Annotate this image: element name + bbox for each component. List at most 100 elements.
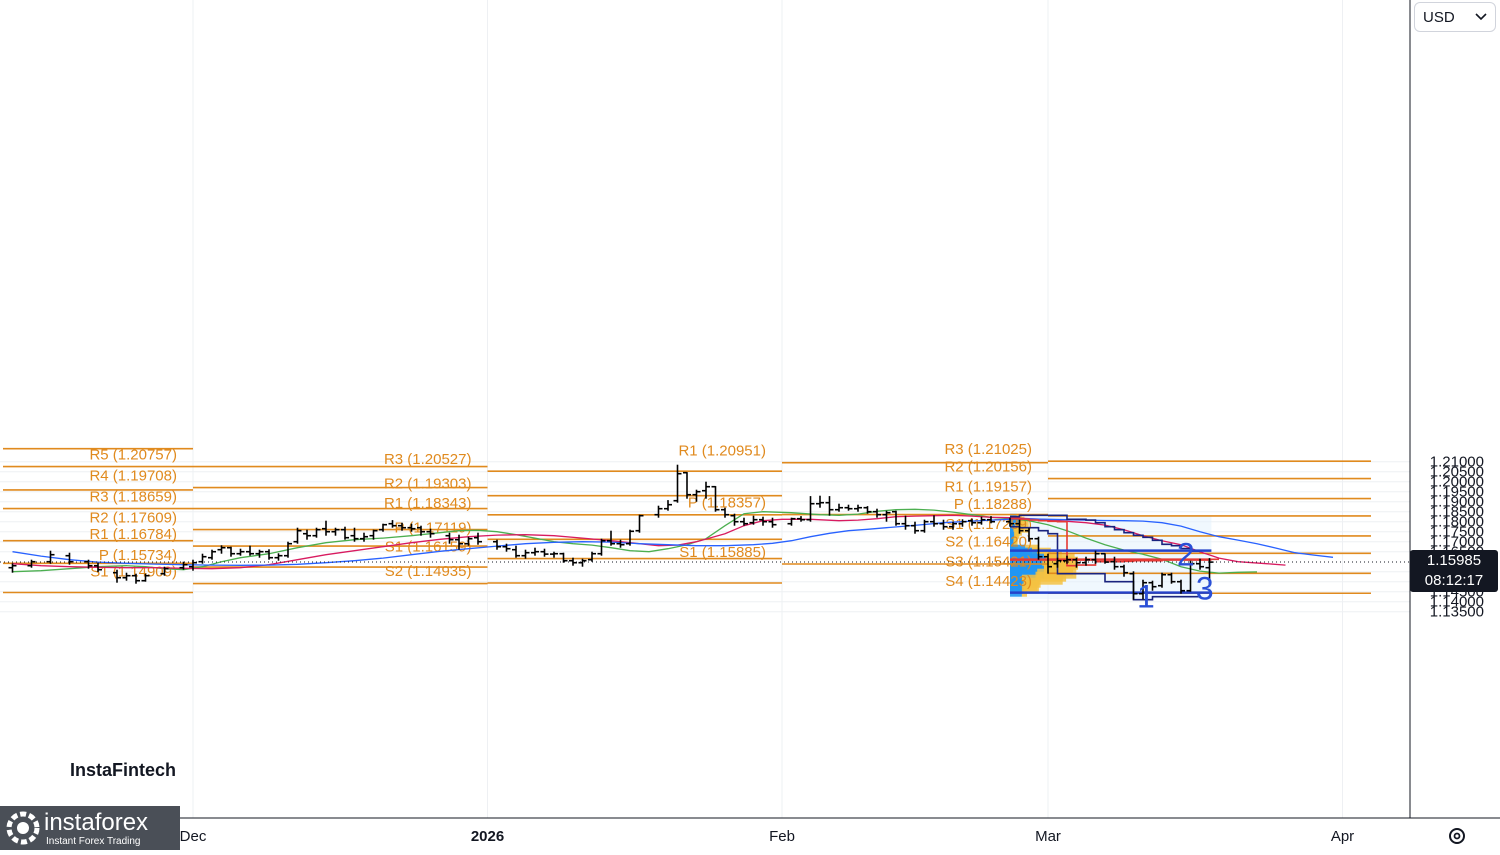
ohlc-bar — [1148, 580, 1157, 591]
price-tick-label: 1.21000 — [1430, 454, 1484, 471]
price-tick-label: 1.14000 — [1430, 594, 1484, 611]
pivot-level-label: R2 (1.20156) — [944, 459, 1032, 476]
ohlc-bar — [958, 519, 967, 527]
ohlc-bar — [284, 541, 292, 558]
ohlc-bar — [626, 529, 634, 546]
pivot-level-label: S4 (1.14423) — [945, 573, 1032, 590]
last-price-value: 1.15985 — [1426, 552, 1482, 569]
pivot-level-label: R5 (1.20757) — [89, 447, 177, 464]
pivot-level-label: R4 (1.19708) — [89, 468, 177, 485]
ohlc-bar — [331, 527, 340, 536]
pivot-period-0 — [3, 447, 193, 594]
ohlc-bar — [255, 549, 264, 558]
ohlc-bar — [322, 520, 330, 536]
ohlc-bar — [1091, 550, 1100, 564]
time-tick-label: 2026 — [471, 828, 504, 845]
currency-select[interactable]: USD — [1414, 2, 1496, 32]
price-axis-bg — [1410, 0, 1500, 850]
ohlc-bar — [94, 562, 102, 573]
sma-line-blue — [12, 518, 1334, 566]
time-tick-label: Feb — [769, 828, 795, 845]
ohlc-bar — [882, 510, 891, 522]
ohlc-bar — [578, 558, 587, 567]
profile-bar-yellow — [1018, 519, 1029, 533]
ohlc-bar — [531, 547, 539, 556]
ohlc-bar — [521, 549, 530, 559]
ohlc-bar — [1129, 571, 1138, 600]
ohlc-bar — [559, 552, 568, 563]
ohlc-bar — [455, 534, 463, 550]
profile-bar-yellow — [1023, 580, 1039, 594]
ohlc-bar — [407, 523, 416, 532]
ohlc-bar — [122, 572, 131, 581]
ohlc-bar — [464, 536, 473, 546]
pivot-level-label: P (1.17119) — [395, 519, 472, 536]
ohlc-bar — [844, 504, 853, 511]
instaforex-tagline: Instant Forex Trading — [46, 836, 141, 847]
ohlc-bar — [835, 503, 843, 512]
ohlc-bar — [749, 515, 758, 525]
chevron-down-icon — [1475, 13, 1487, 21]
chart-settings-button[interactable] — [1444, 824, 1470, 848]
ohlc-bar — [179, 561, 188, 570]
ohlc-bar — [84, 559, 93, 569]
pivot-level-label: R3 (1.20527) — [384, 451, 472, 468]
ohlc-bar — [1139, 579, 1147, 600]
ohlc-bar — [293, 527, 302, 544]
ohlc-bar — [597, 538, 606, 556]
ohlc-bar — [920, 519, 929, 533]
ohlc-bar — [474, 532, 482, 545]
ohlc-bar — [1177, 579, 1185, 594]
ohlc-bar — [607, 530, 615, 546]
ohlc-bar — [388, 520, 397, 528]
ohlc-bar — [863, 506, 872, 514]
price-tick-label: 1.17500 — [1430, 524, 1484, 541]
sma-line-green — [12, 508, 1258, 574]
ohlc-bar — [417, 525, 425, 536]
pivot-level-label: S2 (1.14935) — [385, 563, 472, 580]
ohlc-bar — [768, 517, 777, 528]
pivot-level-label: R2 (1.19303) — [384, 476, 472, 493]
grid-lines — [0, 0, 1410, 818]
pivot-level-label: S2 (1.16420) — [945, 533, 1032, 550]
ohlc-bar — [1015, 519, 1024, 534]
pivot-level-label: R3 (1.21025) — [944, 441, 1032, 458]
ohlc-bar — [711, 485, 720, 512]
ohlc-bar — [312, 527, 321, 538]
ohlc-bar — [512, 545, 520, 558]
annotation-2: 2 — [1177, 537, 1195, 573]
ohlc-bar — [265, 549, 273, 560]
instafintech-watermark: InstaFintech — [70, 760, 177, 780]
ohlc-bar — [825, 496, 834, 516]
time-tick-label: Mar — [1035, 828, 1061, 845]
instaforex-brand: instaforex — [44, 809, 149, 836]
pivot-level-label: R1 (1.20951) — [678, 443, 766, 460]
ohlc-bar — [1063, 555, 1071, 564]
ohlc-bar — [797, 516, 805, 522]
pivot-level-label: R1 (1.18343) — [384, 495, 472, 512]
ohlc-bar — [692, 489, 701, 502]
annotation-1: 1 — [1137, 579, 1155, 615]
price-axis-ticks: 1.210001.205001.200001.195001.190001.185… — [1430, 454, 1484, 621]
channel-upper — [1010, 514, 1200, 553]
ohlc-bar — [246, 545, 254, 556]
last-price-badge: 1.15985 08:12:17 — [1410, 550, 1498, 592]
time-axis-bg — [0, 818, 1500, 850]
pivot-level-label: P (1.18357) — [688, 495, 766, 512]
pivot-level-label: R1 (1.16784) — [89, 526, 177, 543]
ohlc-bar — [977, 516, 986, 525]
ohlc-bar — [1025, 528, 1033, 542]
ohlc-bar — [341, 526, 349, 540]
price-tick-label: 1.19000 — [1430, 494, 1484, 511]
ohlc-bar — [303, 529, 311, 540]
ohlc-bar — [1196, 558, 1204, 570]
profile-bar-yellow — [1021, 583, 1027, 597]
ohlc-bar — [132, 573, 140, 584]
pivot-level-label: R2 (1.17609) — [89, 510, 177, 527]
ohlc-bar — [721, 507, 729, 518]
ohlc-bar — [759, 516, 767, 526]
bar-countdown: 08:12:17 — [1424, 572, 1484, 589]
ohlc-bar — [369, 529, 378, 540]
